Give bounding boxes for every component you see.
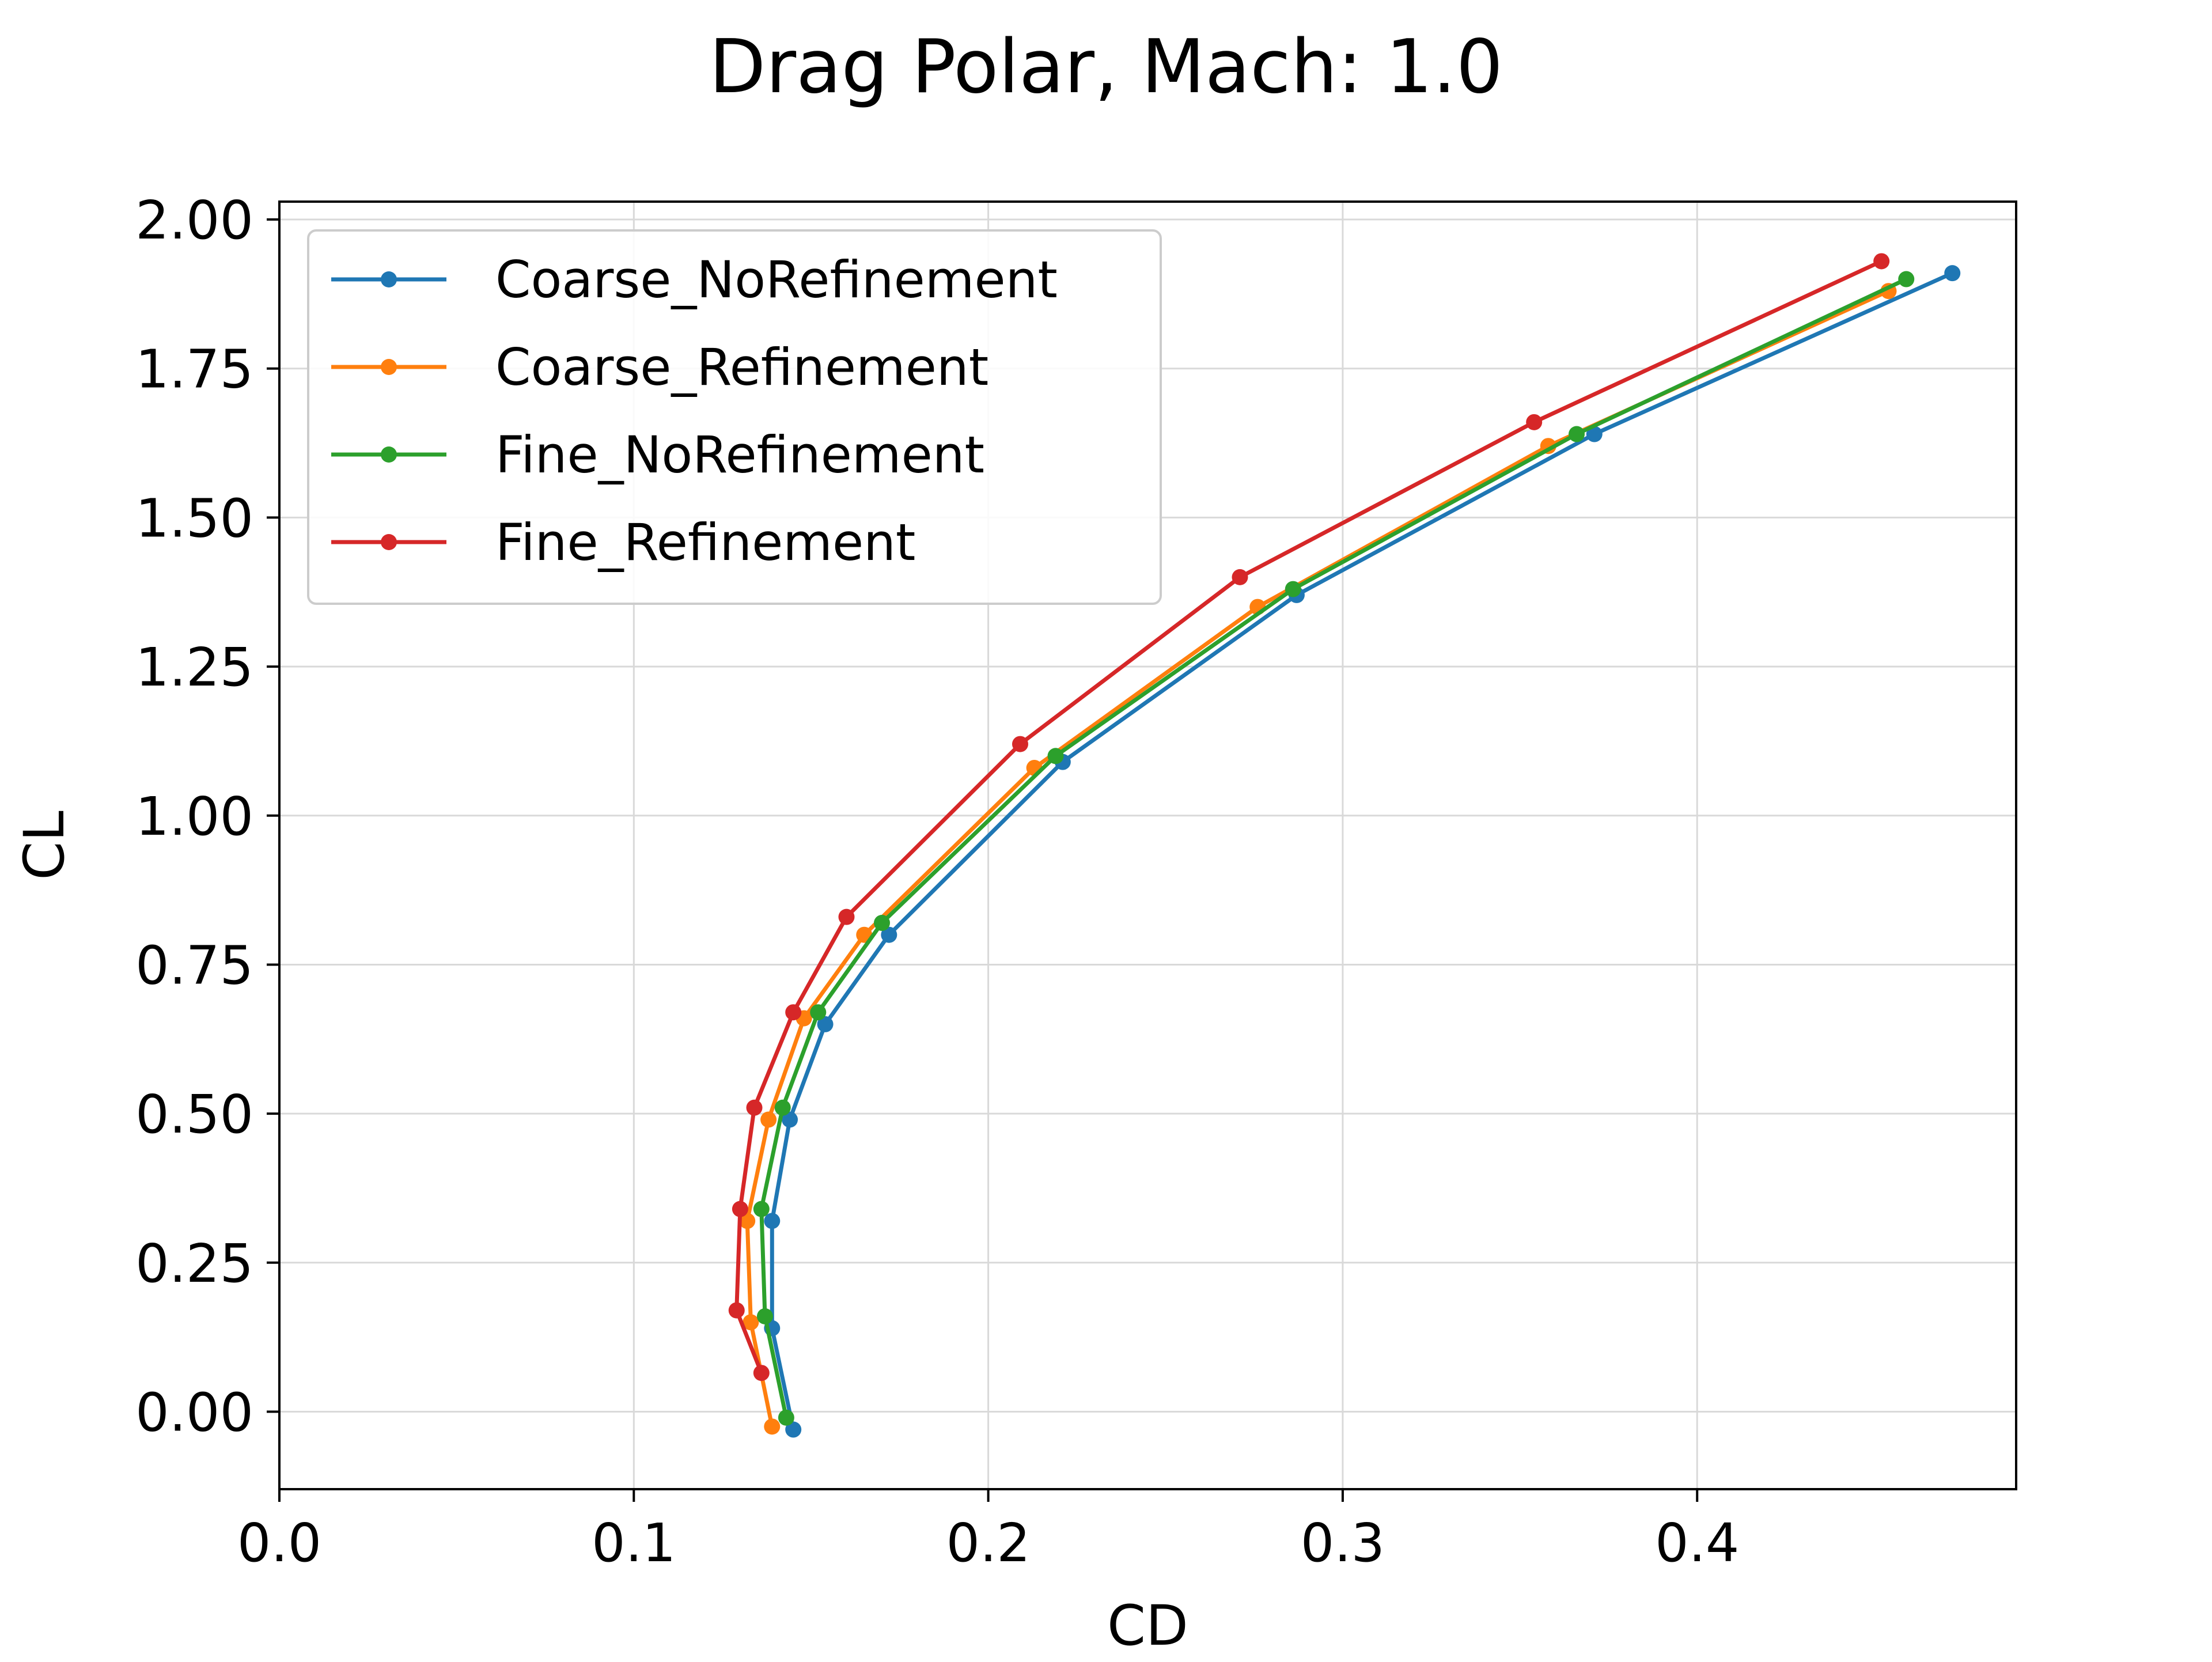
legend-swatch-marker [381, 534, 397, 550]
legend-swatch-marker [381, 359, 397, 375]
data-point [753, 1365, 770, 1381]
data-point [764, 1213, 781, 1229]
legend-swatch-marker [381, 271, 397, 287]
data-point [728, 1302, 745, 1319]
ticks: 0.0 0.1 0.2 0.3 0.4 0.00 0.25 0.50 0.75 1.00 1.25 1… [135, 190, 1739, 1574]
data-point [753, 1201, 770, 1217]
y-tick-label: 1.00 [135, 786, 253, 847]
x-tick-label: 0.2 [946, 1512, 1030, 1574]
data-point [838, 908, 855, 925]
legend-box [307, 229, 1162, 605]
data-point [1047, 748, 1064, 764]
legend-entry-label: Coarse_NoRefinement [495, 250, 1058, 309]
y-tick-label: 1.75 [135, 339, 253, 400]
series-line [759, 277, 1908, 1420]
legend-entry-label: Fine_NoRefinement [495, 425, 984, 484]
y-tick-label: 0.50 [135, 1084, 253, 1145]
data-point [1526, 414, 1543, 430]
data-point [874, 915, 891, 932]
data-point [817, 1016, 834, 1032]
x-tick-label: 0.1 [592, 1512, 676, 1574]
data-point [782, 1111, 798, 1128]
series-line [745, 289, 1891, 1429]
y-tick-label: 0.25 [135, 1233, 253, 1294]
data-point [1873, 253, 1890, 270]
series-line [770, 271, 1955, 1432]
plot-frame [278, 200, 2017, 1490]
data-point [743, 1314, 759, 1331]
y-tick-label: 2.00 [135, 190, 253, 251]
data-point [764, 1418, 781, 1435]
data-point [732, 1201, 748, 1217]
data-point [1285, 581, 1301, 597]
data-point [1569, 426, 1585, 442]
data-point [739, 1213, 756, 1229]
data-point [1232, 569, 1248, 585]
data-point [785, 1004, 802, 1021]
series-layer [728, 253, 1961, 1438]
data-point [746, 1099, 763, 1116]
data-point [756, 1308, 773, 1324]
legend-entry-label: Coarse_Refinement [495, 338, 988, 397]
x-tick-label: 0.4 [1655, 1512, 1739, 1574]
chart-title: Drag Polar, Mach: 1.0 [709, 24, 1503, 110]
series-line [734, 259, 1884, 1375]
data-point [1586, 426, 1603, 442]
y-tick-label: 1.50 [135, 487, 253, 549]
data-point [760, 1111, 777, 1128]
data-point [774, 1099, 791, 1116]
data-point [1944, 265, 1961, 282]
y-axis-label: CL [12, 811, 77, 880]
x-tick-label: 0.3 [1301, 1512, 1385, 1574]
y-tick-label: 0.00 [135, 1381, 253, 1443]
data-point [1012, 736, 1028, 752]
legend-swatch-marker [381, 446, 397, 463]
x-axis-label: CD [1107, 1593, 1188, 1658]
data-point [810, 1004, 827, 1021]
data-point [1898, 271, 1915, 287]
data-point [785, 1421, 802, 1438]
legend: Coarse_NoRefinement Coarse_Refinement Fine… [307, 229, 1162, 605]
data-point [778, 1409, 794, 1426]
data-point [881, 926, 897, 943]
x-tick-label: 0.0 [237, 1512, 321, 1574]
y-tick-label: 1.25 [135, 637, 253, 698]
y-tick-label: 0.75 [135, 934, 253, 996]
legend-entry-label: Fine_Refinement [495, 513, 915, 572]
